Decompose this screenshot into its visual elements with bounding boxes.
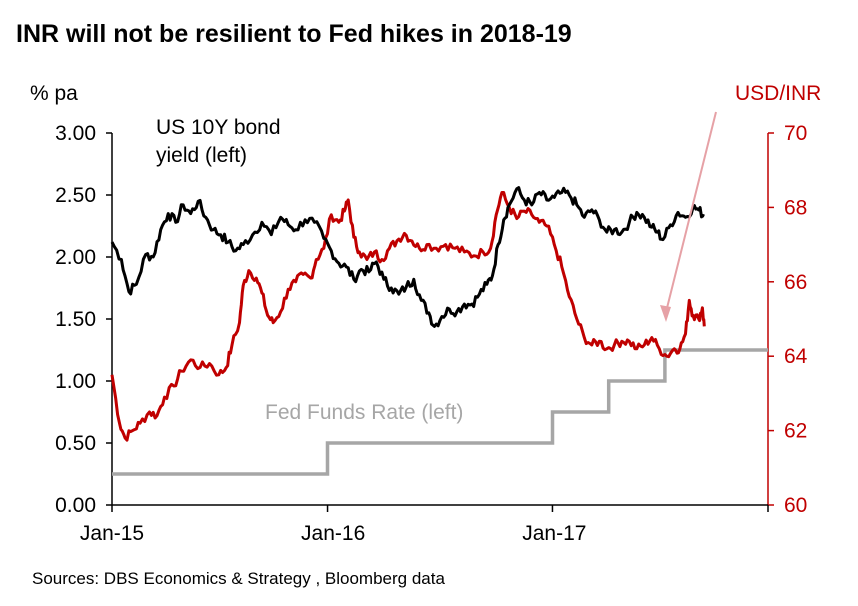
left-tick-label: 1.00 (55, 370, 96, 393)
us10y-yield-line (110, 186, 705, 328)
chart-title: INR will not be resilient to Fed hikes i… (16, 20, 572, 48)
right-tick-label: 60 (784, 494, 807, 517)
right-axis-ticks: 60 62 64 66 68 70 (768, 122, 808, 517)
right-axis-unit: USD/INR (735, 82, 821, 105)
left-tick-label: 2.50 (55, 184, 96, 207)
left-tick-label: 0.50 (55, 432, 96, 455)
us10y-annotation-line1: US 10Y bond (156, 116, 281, 139)
ffr-annotation: Fed Funds Rate (left) (265, 401, 463, 424)
right-tick-label: 66 (784, 271, 807, 294)
x-tick-label: Jan-16 (301, 522, 365, 545)
x-tick-label: Jan-15 (80, 522, 144, 545)
source-note: Sources: DBS Economics & Strategy , Bloo… (32, 569, 445, 588)
right-tick-label: 70 (784, 122, 807, 145)
usd-inr-line (110, 191, 706, 442)
right-tick-label: 64 (784, 345, 808, 368)
left-tick-label: 1.50 (55, 308, 96, 331)
left-tick-label: 2.00 (55, 246, 96, 269)
usdinr-arrow-head (660, 305, 671, 322)
right-tick-label: 62 (784, 420, 807, 443)
usdinr-arrow (665, 111, 717, 313)
left-axis-unit: % pa (30, 82, 78, 105)
left-axis-ticks: 0.00 0.50 1.00 1.50 2.00 2.50 3.00 (55, 122, 112, 517)
x-tick-label: Jan-17 (522, 522, 586, 545)
left-tick-label: 0.00 (55, 494, 96, 517)
left-tick-label: 3.00 (55, 122, 96, 145)
us10y-annotation-line2: yield (left) (156, 144, 247, 167)
right-tick-label: 68 (784, 196, 807, 219)
fed-funds-rate-line (112, 348, 768, 476)
x-axis-ticks: Jan-15 Jan-16 Jan-17 (80, 505, 769, 545)
